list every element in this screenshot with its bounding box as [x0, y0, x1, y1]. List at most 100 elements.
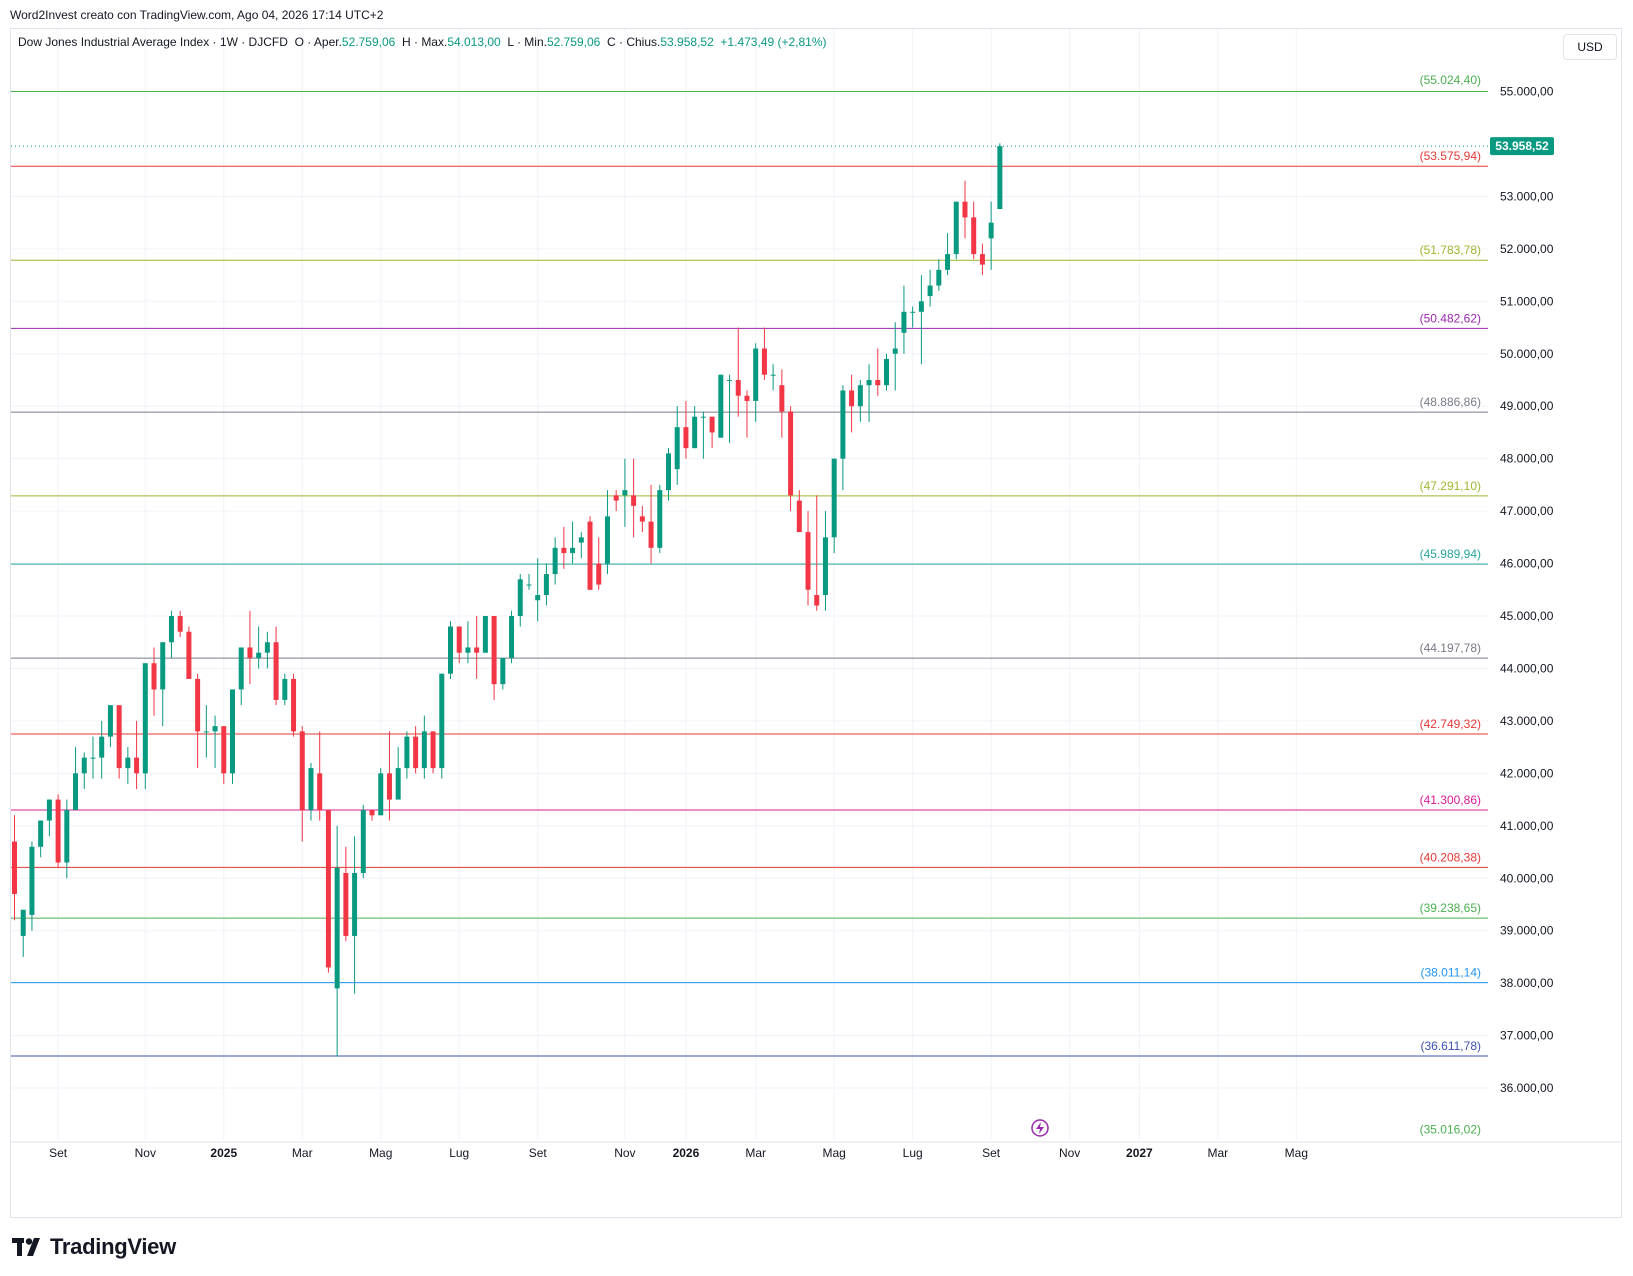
candle: [38, 820, 44, 858]
candle-body: [822, 537, 828, 596]
candle: [526, 574, 532, 590]
y-tick-label: 42.000,00: [1500, 766, 1554, 780]
candle-body: [343, 873, 349, 936]
candle-body: [64, 810, 70, 863]
candle: [648, 484, 654, 564]
candle-body: [709, 416, 715, 433]
candle-body: [413, 736, 419, 769]
candle: [875, 348, 881, 396]
candle-body: [979, 254, 985, 265]
currency-button[interactable]: USD: [1563, 34, 1617, 60]
candle-body: [857, 385, 863, 407]
candle: [753, 343, 759, 422]
candle-body: [151, 663, 157, 690]
candle-body: [814, 595, 820, 606]
candle: [308, 762, 314, 821]
x-tick-label: Nov: [1059, 1146, 1080, 1160]
x-tick-label: Mag: [823, 1146, 846, 1160]
candle-body: [386, 773, 392, 800]
lightning-icon[interactable]: [1031, 1119, 1049, 1137]
tradingview-logo-text: TradingView: [50, 1234, 176, 1259]
level-label: (53.575,94): [1420, 149, 1481, 163]
candle: [761, 327, 767, 380]
candle-body: [683, 427, 689, 449]
candle: [500, 657, 506, 690]
candle: [168, 610, 174, 658]
candle-body: [334, 867, 340, 989]
y-tick-label: 37.000,00: [1500, 1029, 1554, 1043]
x-tick-label: 2025: [210, 1146, 237, 1160]
candle-body: [570, 547, 576, 554]
candle-body: [761, 348, 767, 375]
candle-body: [317, 773, 323, 811]
candle: [561, 526, 567, 569]
candle: [857, 379, 863, 422]
x-tick-label: Nov: [135, 1146, 156, 1160]
candle: [378, 768, 384, 816]
candle-body: [796, 500, 802, 533]
candle: [744, 390, 750, 438]
candle-body: [395, 768, 401, 800]
candle: [831, 458, 837, 554]
candle: [927, 269, 933, 307]
candle: [709, 416, 715, 449]
candle-body: [325, 810, 331, 968]
candle-body: [456, 626, 462, 653]
x-tick-label: Set: [982, 1146, 1001, 1160]
y-tick-label: 49.000,00: [1500, 399, 1554, 413]
candle-body: [936, 269, 942, 286]
tradingview-logo[interactable]: TradingView: [12, 1234, 176, 1260]
candle-body: [352, 873, 358, 936]
candle: [840, 385, 846, 491]
candle-body: [221, 726, 227, 774]
candle: [73, 747, 79, 811]
candle: [282, 673, 288, 706]
last-price-marker: 53.958,52: [1490, 137, 1554, 156]
candle-body: [648, 521, 654, 548]
candle: [256, 626, 262, 669]
y-tick-label: 47.000,00: [1500, 504, 1554, 518]
candle: [299, 726, 305, 842]
candle: [587, 516, 593, 590]
candle: [20, 909, 26, 957]
level-label: (35.016,02): [1420, 1123, 1481, 1137]
candle-body: [953, 201, 959, 255]
chart-frame: [10, 28, 1622, 1218]
ohlc-legend: Dow Jones Industrial Average Index · 1W …: [18, 35, 827, 49]
y-tick-label: 40.000,00: [1500, 871, 1554, 885]
last-price-box: [1490, 137, 1554, 156]
candle-body: [247, 647, 253, 658]
candle: [666, 448, 671, 501]
candle: [997, 143, 1003, 210]
candle: [81, 752, 87, 790]
candle: [910, 306, 916, 328]
candle-body: [727, 379, 733, 381]
last-price-label: 53.958,52: [1495, 139, 1549, 153]
candle-body: [596, 563, 602, 585]
candle-body: [718, 374, 724, 438]
candle: [788, 406, 794, 512]
candle-body: [788, 411, 794, 496]
candle-body: [509, 616, 515, 658]
candle-body: [264, 642, 270, 653]
candle: [979, 243, 985, 276]
candle-body: [20, 909, 26, 936]
candle-body: [116, 705, 122, 769]
candle: [317, 731, 323, 821]
candle-body: [404, 736, 410, 769]
candle: [918, 275, 924, 365]
candle: [735, 327, 741, 417]
candle-body: [639, 516, 645, 522]
candle-body: [177, 616, 183, 632]
candle: [892, 322, 898, 391]
candle-body: [692, 416, 698, 449]
y-tick-label: 55.000,00: [1500, 85, 1554, 99]
candle: [822, 511, 828, 611]
candle-body: [238, 647, 244, 690]
x-tick-label: Lug: [903, 1146, 923, 1160]
candle: [238, 647, 244, 706]
candle-body: [997, 146, 1003, 210]
candle: [945, 233, 951, 276]
candle: [325, 810, 331, 973]
